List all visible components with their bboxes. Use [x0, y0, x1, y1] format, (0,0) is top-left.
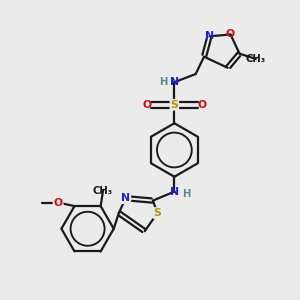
- Text: CH₃: CH₃: [246, 54, 266, 64]
- Text: O: O: [142, 100, 152, 110]
- Text: O: O: [197, 100, 207, 110]
- Text: O: O: [226, 29, 235, 40]
- Text: N: N: [170, 77, 179, 87]
- Text: S: S: [170, 100, 178, 110]
- Text: N: N: [121, 193, 130, 203]
- Text: H: H: [182, 189, 190, 199]
- Text: N: N: [170, 187, 179, 196]
- Text: H: H: [159, 77, 167, 87]
- Text: S: S: [154, 208, 161, 218]
- Text: O: O: [54, 197, 63, 208]
- Text: CH₃: CH₃: [93, 186, 113, 196]
- Text: N: N: [205, 31, 214, 41]
